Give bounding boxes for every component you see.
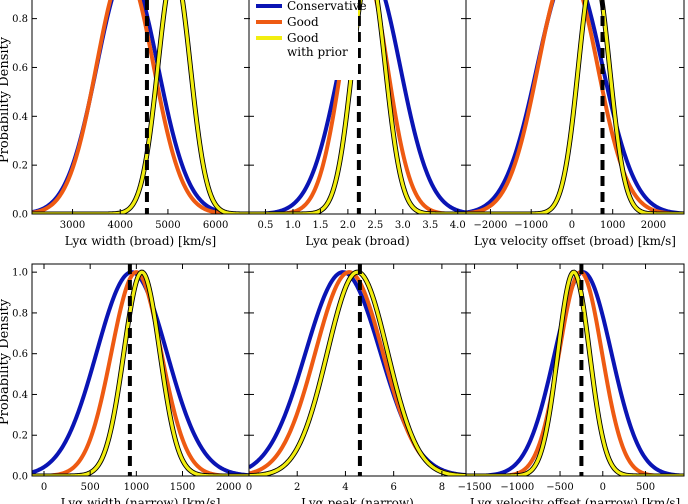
curve-conservative — [249, 0, 466, 214]
x-tick-label: −1000 — [514, 220, 548, 231]
x-tick-label: 5000 — [155, 220, 180, 231]
y-tick-label: 0.6 — [12, 349, 28, 360]
x-axis-label: Lyα peak (broad) — [305, 234, 409, 248]
x-tick-label: 2000 — [641, 220, 666, 231]
x-tick-label: 1500 — [170, 482, 195, 493]
ylabel-top: Probability Density — [0, 36, 12, 163]
x-tick-label: 3.5 — [422, 220, 438, 231]
curves-narrow-offset — [466, 269, 684, 476]
panel-narrow-width: 0 500 1000 1500 2000 0.0 0.2 0.4 0.6 0.8 1.0 Lyα wi… — [12, 263, 250, 504]
axes-frame — [465, 0, 685, 215]
y-tick-label: 0.0 — [12, 472, 28, 483]
x-tick-label: 0 — [246, 482, 252, 493]
y-tick-label: 0.4 — [12, 112, 28, 123]
x-tick-label: 0 — [569, 220, 575, 231]
axes-frame — [465, 263, 685, 477]
x-tick-label: 2.5 — [367, 220, 383, 231]
curve-outline-good-with-prior — [466, 269, 684, 476]
curve-good — [32, 0, 249, 214]
x-tick-label: 6000 — [203, 220, 228, 231]
curve-conservative — [466, 270, 684, 476]
x-tick-label: 0 — [41, 482, 47, 493]
y-tick-label: 1.0 — [12, 268, 28, 279]
axes-frame — [248, 263, 467, 477]
x-tick-label: 1000 — [600, 220, 625, 231]
x-tick-label: 500 — [636, 482, 655, 493]
panel-narrow-peak: 0 2 4 6 8 Lyα peak (narrow) — [246, 263, 467, 504]
x-tick-label: 1.0 — [285, 220, 301, 231]
x-tick-label: 1.5 — [312, 220, 328, 231]
y-tick-label: 0.8 — [12, 308, 28, 319]
x-tick-label: −1500 — [458, 482, 492, 493]
x-tick-label: 3000 — [60, 220, 85, 231]
x-tick-label: 2.0 — [340, 220, 356, 231]
x-axis-label: Lyα velocity offset (narrow) [km/s] — [470, 496, 680, 504]
y-tick-label: 0.8 — [12, 14, 28, 25]
x-tick-label: 2000 — [216, 482, 241, 493]
x-tick-label: 4.0 — [450, 220, 466, 231]
x-tick-label: 4000 — [108, 220, 133, 231]
x-tick-label: 4 — [342, 482, 348, 493]
y-tick-label: 0.0 — [12, 210, 28, 221]
curve-good-with-prior — [249, 270, 466, 476]
curves-narrow-width — [32, 269, 249, 476]
legend-label-good: Good — [287, 15, 319, 29]
x-tick-label: 2 — [294, 482, 300, 493]
legend-label-conservative: Conservative — [287, 0, 367, 13]
x-axis-label: Lyα velocity offset (broad) [km/s] — [474, 234, 676, 248]
x-tick-label: −2000 — [474, 220, 508, 231]
x-tick-label: 8 — [439, 482, 445, 493]
x-tick-label: 3.0 — [395, 220, 411, 231]
y-tick-label: 0.2 — [12, 431, 28, 442]
y-tick-label: 0.4 — [12, 390, 28, 401]
curve-good-with-prior — [32, 0, 249, 214]
x-axis-label: Lyα width (narrow) [km/s] — [61, 496, 221, 504]
ylabel-bottom: Probability Density — [0, 298, 12, 425]
curves-narrow-peak — [249, 269, 466, 476]
x-axis-label: Lyα width (broad) [km/s] — [65, 234, 216, 248]
x-tick-label: 500 — [81, 482, 100, 493]
y-tick-label: 0.6 — [12, 63, 28, 74]
legend-label-good-with-prior: Good with prior — [287, 31, 348, 59]
x-axis-label: Lyα peak (narrow) — [301, 496, 414, 504]
x-tick-label: 6 — [390, 482, 396, 493]
curve-good — [466, 0, 684, 214]
curve-good-with-prior — [466, 270, 684, 476]
panel-broad-offset: −2000 −1000 0 1000 2000 Lyα velocity offset (… — [465, 0, 685, 248]
curves-broad-offset — [466, 0, 684, 214]
x-tick-label: −500 — [546, 482, 573, 493]
x-tick-label: 0 — [600, 482, 606, 493]
curve-good — [466, 270, 684, 476]
panel-narrow-offset: −1500 −1000 −500 0 500 Lyα velocity offset (n… — [458, 263, 685, 504]
y-axis-labels: Probability Density Probability Density — [0, 36, 12, 425]
curve-good-with-prior — [466, 0, 684, 214]
curve-conservative — [466, 0, 684, 214]
x-tick-label: 0.5 — [258, 220, 274, 231]
y-tick-label: 0.2 — [12, 161, 28, 172]
curve-good — [249, 270, 466, 476]
x-tick-label: −1000 — [500, 482, 534, 493]
curve-conservative — [32, 270, 249, 476]
legend: Conservative Good Good with prior — [250, 0, 367, 80]
x-tick-label: 1000 — [124, 482, 149, 493]
curves-broad-width — [32, 0, 249, 214]
